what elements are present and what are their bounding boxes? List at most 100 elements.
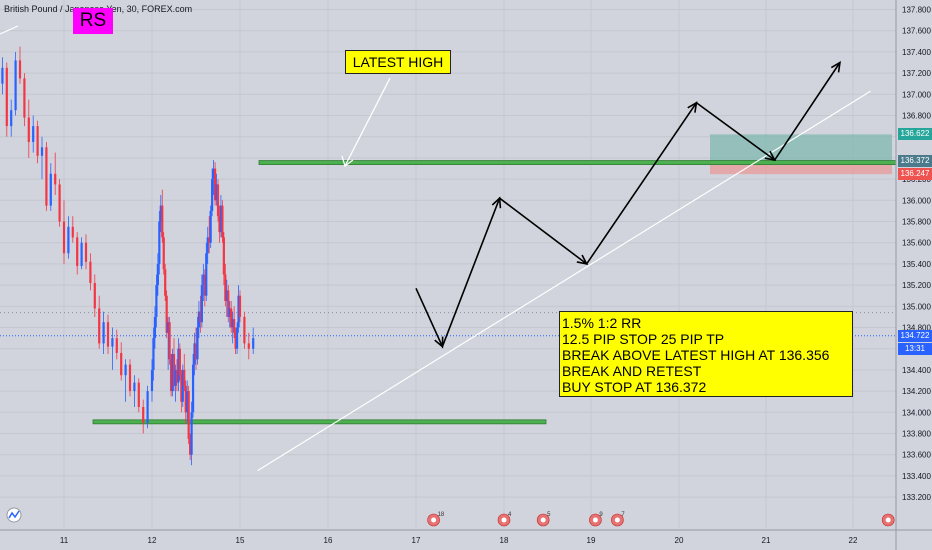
pointer-line [344,77,391,167]
candle-body [162,237,165,270]
candle-body [115,338,118,353]
trendline [0,25,871,472]
candle-body [71,226,74,238]
candle-body [67,226,70,254]
time-tick-label: 21 [762,536,771,545]
candle-body [165,295,168,333]
price-tick-label: 137.400 [902,48,931,57]
candle-body [238,295,242,317]
candle-body [237,295,240,328]
candle-body [189,438,192,455]
candle-body [32,126,35,142]
candle-body [80,242,83,267]
candle-body [156,263,159,286]
candle-body [106,322,110,347]
event-marker-count: 9 [599,512,603,518]
path-arrowhead [687,101,698,113]
event-marker-count: 7 [621,512,625,518]
candle-body [27,117,30,142]
event-marker-count: 5 [547,512,551,518]
candle-body [1,67,4,84]
candle-body [172,354,176,386]
note-line: 12.5 PIP STOP 25 PIP TP [562,331,725,347]
candle-body [124,364,127,376]
price-tick-label: 134.200 [902,387,931,396]
time-tick-label: 12 [148,536,157,545]
time-tick-label: 15 [236,536,245,545]
projected-path [415,60,841,349]
price-tick-label: 134.400 [902,366,931,375]
candle-body [150,369,154,392]
candle-body [161,205,164,238]
candle-body [102,322,105,344]
event-marker-dot [501,517,507,523]
candle-body [164,269,167,296]
event-marker-count: 4 [508,512,512,518]
event-markers: 18 4 5 9 7 [427,512,895,527]
support-line [92,419,547,425]
candle-body [221,205,224,238]
candles [1,46,255,466]
candle-body [247,343,250,349]
candle-body [171,354,174,392]
candle-body [137,382,140,407]
candle-body [187,391,190,439]
note-line: BREAK ABOVE LATEST HIGH AT 136.356 [562,347,830,363]
candle-body [18,60,22,79]
candle-body [206,237,209,254]
latest-high-label: LATEST HIGH [345,50,451,74]
candle-body [196,327,199,360]
tradingview-logo-mark [8,510,20,519]
latest-high-pointer [341,77,391,168]
candle-body [169,359,173,392]
candle-body [84,242,88,262]
event-marker-dot [431,517,437,523]
candle-body [219,205,223,233]
time-tick-label: 11 [60,536,69,545]
time-tick-label: 16 [324,536,333,545]
pointer-arrowhead [341,155,354,168]
candle-body [146,391,149,423]
candle-body [227,290,230,317]
candle-body [175,369,179,383]
time-tick-label: 22 [849,536,858,545]
candle-body [23,78,26,118]
candle-body [225,290,228,301]
candle-body [215,184,218,201]
candle-body [158,221,161,264]
candle-body [243,316,246,344]
candle-body [252,338,255,349]
candle-body [76,237,79,267]
candle-body [49,173,52,206]
candle-body [216,184,220,217]
candle-body [183,369,186,386]
candle-body [153,316,157,339]
trendline-segment [0,25,19,35]
price-tick-label: 137.800 [902,6,931,15]
candle-body [211,179,214,211]
note-line: BUY STOP AT 136.372 [562,379,707,395]
path-arrowhead [764,150,777,162]
candle-body [62,221,66,254]
price-tick-label: 137.600 [902,27,931,36]
candle-body [231,319,234,328]
price-tick-label: 135.400 [902,260,931,269]
price-tick-label: 136.000 [902,196,931,205]
candle-body [199,311,202,323]
rs-badge: RS [73,8,113,34]
price-tick-label: 137.200 [902,69,931,78]
candle-body [194,343,198,360]
path-arrowhead [576,254,589,266]
candle-body [213,168,217,201]
candle-body [228,308,231,317]
candle-body [40,147,44,156]
price-tick-label: 133.400 [902,472,931,481]
candle-countdown-label: 13:31 [898,342,932,355]
candle-body [89,261,92,283]
candle-body [178,348,181,376]
candle-body [14,60,17,111]
candle-body [181,369,184,402]
stop-price-label: 136.247 [898,168,932,181]
